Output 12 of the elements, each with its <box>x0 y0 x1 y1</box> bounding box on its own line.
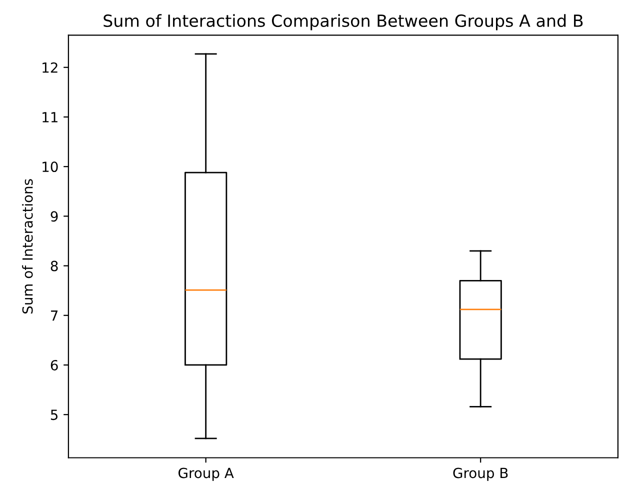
y-tick-label: 8 <box>50 260 58 272</box>
y-tick-label: 5 <box>50 410 58 420</box>
y-tick-label: 11 <box>42 112 58 122</box>
x-tick-label: Group B <box>453 468 508 481</box>
x-tick-label: Group A <box>178 468 234 481</box>
y-tick-label: 9 <box>50 211 58 222</box>
y-tick-label: 10 <box>42 162 58 172</box>
y-axis-title: Sum of Interactions <box>22 179 33 314</box>
y-tick-label: 7 <box>51 310 58 321</box>
y-tick-label: 6 <box>50 360 58 370</box>
chart-title: Sum of Interactions Comparison Between Groups A and B <box>104 14 583 30</box>
y-tick-label: 12 <box>42 62 58 73</box>
